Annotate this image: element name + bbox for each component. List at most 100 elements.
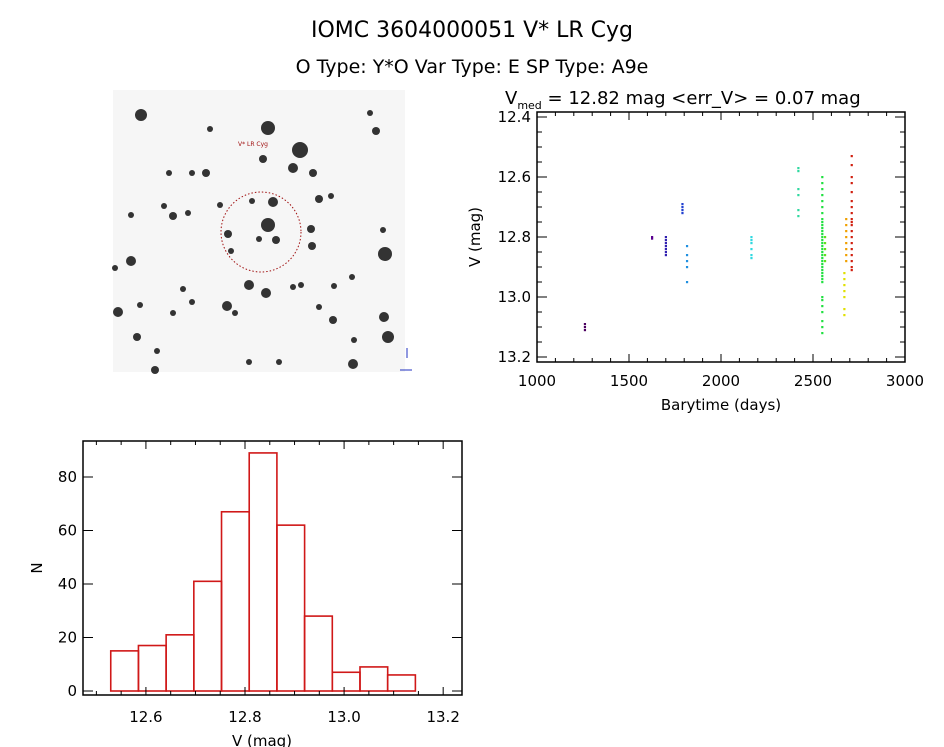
star-icon <box>308 242 316 250</box>
star-icon <box>189 170 195 176</box>
scatter-title: Vmed = 12.82 mag <err_V> = 0.07 mag <box>505 88 861 112</box>
data-point <box>821 305 824 308</box>
star-icon <box>217 202 223 208</box>
star-icon <box>189 299 195 305</box>
data-point <box>850 269 853 272</box>
data-point <box>823 236 827 239</box>
star-icon <box>113 307 123 317</box>
data-point <box>821 224 824 227</box>
histogram-bar <box>331 671 361 692</box>
data-point <box>750 239 753 242</box>
star-icon <box>372 127 380 135</box>
data-point <box>845 260 848 263</box>
star-icon <box>316 304 322 310</box>
star-icon <box>246 359 252 365</box>
data-point <box>583 323 587 326</box>
data-point <box>821 281 824 284</box>
data-point <box>685 281 689 284</box>
figure-subtitle: O Type: Y*O Var Type: E SP Type: A9e <box>295 56 649 78</box>
y-tick-label: 12.6 <box>498 168 531 186</box>
aperture-circle <box>220 191 302 273</box>
data-point <box>823 254 827 257</box>
data-point <box>821 311 824 314</box>
star-icon <box>329 316 337 324</box>
data-point <box>821 254 824 257</box>
star-icon <box>348 359 358 369</box>
star-icon <box>261 218 275 232</box>
data-point <box>583 329 587 332</box>
data-point <box>750 236 753 239</box>
star-icon <box>180 286 186 292</box>
data-point <box>821 230 824 233</box>
histogram-bar <box>303 615 334 692</box>
y-tick-label: 12.4 <box>498 108 531 126</box>
star-icon <box>256 236 262 242</box>
data-point <box>821 227 824 230</box>
data-point <box>821 239 824 242</box>
x-tick-label: 1000 <box>518 372 556 390</box>
star-icon <box>207 126 213 132</box>
star-icon <box>268 197 278 207</box>
data-point <box>664 242 667 245</box>
data-point <box>821 212 824 215</box>
data-point <box>850 182 853 185</box>
data-point <box>821 257 824 260</box>
x-tick-label: 1500 <box>610 372 648 390</box>
x-tick-label: 2000 <box>702 372 740 390</box>
data-point <box>821 299 824 302</box>
y-tick-label: 13.2 <box>498 348 531 366</box>
data-point <box>821 200 824 203</box>
data-point <box>821 176 824 179</box>
star-icon <box>128 212 134 218</box>
data-point <box>845 248 848 251</box>
star-icon <box>261 121 275 135</box>
data-point <box>664 251 667 254</box>
data-point <box>850 242 853 245</box>
histogram-bar <box>109 650 140 692</box>
data-point <box>797 170 800 173</box>
data-point <box>823 260 827 263</box>
data-point <box>821 218 824 221</box>
data-point <box>664 254 667 257</box>
data-point <box>823 248 827 251</box>
data-point <box>821 275 824 278</box>
star-icon <box>379 312 389 322</box>
data-point <box>664 248 667 251</box>
hist-xlabel: V (mag) <box>232 732 292 747</box>
data-point <box>821 236 824 239</box>
star-icon <box>232 310 238 316</box>
data-point <box>850 254 853 257</box>
data-point <box>750 257 753 260</box>
star-icon <box>276 359 282 365</box>
data-point <box>843 308 846 311</box>
histogram-bar <box>137 644 167 692</box>
figure-title: IOMC 3604000051 V* LR Cyg <box>310 18 634 43</box>
data-point <box>845 254 848 257</box>
data-point <box>850 221 853 224</box>
data-point <box>821 242 824 245</box>
star-icon <box>112 265 118 271</box>
star-icon <box>351 337 357 343</box>
histogram-bar <box>165 634 195 692</box>
data-point <box>685 245 689 248</box>
y-tick-label: 13.0 <box>498 288 531 306</box>
data-point <box>821 320 824 323</box>
data-point <box>843 278 846 281</box>
data-point <box>850 176 853 179</box>
compass-icon <box>400 348 412 371</box>
data-point <box>664 236 667 239</box>
data-point <box>850 260 853 263</box>
y-tick-label: 12.8 <box>498 228 531 246</box>
star-icon <box>288 163 298 173</box>
data-point <box>750 254 753 257</box>
star-icon <box>224 230 232 238</box>
data-point <box>821 332 824 335</box>
star-icon <box>170 310 176 316</box>
data-point <box>845 230 848 233</box>
star-icon <box>261 288 271 298</box>
hist-ylabel: N <box>28 562 46 573</box>
data-point <box>821 269 824 272</box>
star-icon <box>298 282 304 288</box>
